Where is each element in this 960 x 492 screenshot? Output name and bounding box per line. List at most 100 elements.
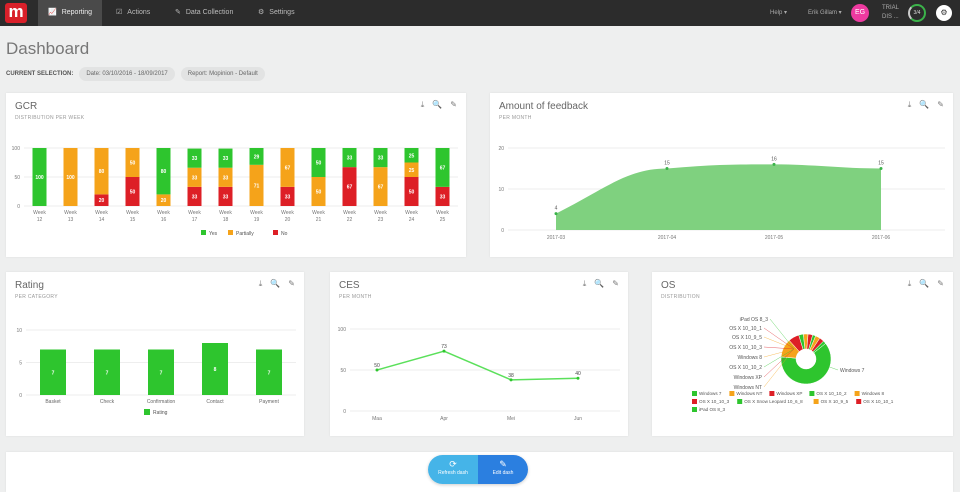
bar-segment	[125, 177, 140, 206]
help-menu[interactable]: Help ▾	[770, 10, 788, 16]
data-label: 33	[192, 156, 198, 162]
x-tick-label: Apr	[440, 416, 448, 422]
logo[interactable]: m	[5, 3, 27, 23]
legend-swatch	[856, 399, 862, 404]
avatar[interactable]: EG	[851, 4, 869, 22]
x-tick-label: 2017-05	[765, 235, 784, 241]
chart-svg: 0 10 20 4 2017-03 15 2017-04 16 2017-05 15 2017-06	[498, 146, 945, 241]
data-label: 50	[374, 363, 380, 369]
bar	[148, 349, 174, 395]
bar-segment	[218, 148, 233, 168]
download-icon[interactable]: ⤓	[582, 279, 587, 288]
y-tick-label: 0	[17, 204, 20, 210]
trial-info: TRIAL DIS ...	[882, 4, 899, 22]
nav-reporting[interactable]: 📈 Reporting	[38, 0, 103, 26]
card-tools: ⤓ 🔍 ✎	[259, 279, 295, 289]
ces-card: CES PER MONTH ⤓ 🔍 ✎ 0 50 100 50 Maa 73 Apr 38 Mei 40 Ju…	[330, 272, 628, 436]
x-tick-label: 24	[409, 217, 415, 223]
data-point	[879, 167, 883, 170]
bar-segment	[94, 148, 109, 195]
edit-icon[interactable]: ✎	[937, 100, 944, 109]
report-filter[interactable]: Report: Mopinion - Default	[180, 67, 265, 81]
card-title: Amount of feedback	[499, 101, 588, 112]
legend-label: Windows 8	[862, 391, 885, 396]
slice-label: iPad OS 8_3	[740, 317, 769, 323]
card-subtitle: PER MONTH	[499, 115, 532, 121]
date-filter[interactable]: Date: 03/10/2016 - 18/09/2017	[79, 67, 175, 81]
download-icon[interactable]: ⤓	[258, 279, 263, 288]
edit-icon[interactable]: ✎	[288, 279, 295, 288]
download-icon[interactable]: ⤓	[907, 279, 912, 288]
checkbox-icon: ☑	[116, 9, 123, 16]
legend-swatch	[809, 391, 815, 396]
data-label: 33	[223, 194, 229, 200]
leader-line	[763, 348, 795, 378]
bar-segment	[311, 177, 326, 206]
bar-segment	[373, 148, 388, 168]
bar-segment	[249, 148, 264, 165]
nav-actions[interactable]: ☑ Actions	[106, 0, 160, 26]
bar	[94, 349, 120, 395]
edit-icon[interactable]: ✎	[937, 279, 944, 288]
edit-icon[interactable]: ✎	[612, 279, 619, 288]
legend-swatch	[692, 399, 697, 404]
card-tools: ⤓ 🔍 ✎	[421, 100, 457, 110]
bar-segment	[94, 194, 109, 206]
data-label: 50	[316, 190, 322, 196]
y-tick-label: 0	[19, 393, 22, 399]
data-point	[554, 212, 558, 216]
legend-label: OS X 10_10_3	[699, 399, 730, 404]
data-label: 33	[192, 194, 198, 200]
zoom-icon[interactable]: 🔍	[919, 100, 930, 109]
bar-segment	[342, 148, 357, 168]
progress-ring[interactable]: 3/4	[908, 4, 926, 22]
y-tick-label: 20	[498, 146, 504, 152]
bar-segment	[311, 148, 326, 177]
data-label: 67	[378, 185, 384, 191]
edit-dash-button[interactable]: ✎ Edit dash	[478, 455, 528, 484]
legend-swatch	[692, 391, 697, 396]
y-tick-label: 10	[498, 187, 504, 193]
legend-label: Yes	[209, 231, 218, 237]
y-tick-label: 50	[340, 368, 346, 374]
data-label: 100	[66, 175, 75, 181]
legend-label: iPad OS 8_3	[699, 407, 725, 412]
chart-svg: Windows 7 Windows NT Windows XP OS X 10_10_…	[692, 317, 894, 412]
y-tick-label: 0	[343, 409, 346, 415]
bar-segment	[342, 167, 357, 206]
dash-actions: ⟳ Refresh dash ✎ Edit dash	[428, 455, 528, 484]
zoom-icon[interactable]: 🔍	[919, 279, 930, 288]
x-tick-label: Week	[312, 210, 325, 216]
data-label: 4	[555, 206, 558, 212]
bar-segment	[280, 186, 295, 206]
data-label: 50	[409, 190, 415, 196]
y-tick-label: 5	[19, 361, 22, 367]
zoom-icon[interactable]: 🔍	[270, 279, 281, 288]
refresh-dash-button[interactable]: ⟳ Refresh dash	[428, 455, 478, 484]
os-card: OS DISTRIBUTION ⤓ 🔍 ✎ Windows 7 Windows NT Wind…	[652, 272, 953, 436]
slice-label: OS X 10_10_1	[729, 326, 762, 332]
legend-label: Windows XP	[776, 391, 802, 396]
nav-settings[interactable]: ⚙ Settings	[248, 0, 305, 26]
data-label: 15	[664, 161, 670, 167]
legend-label: Partially	[236, 231, 254, 237]
zoom-icon[interactable]: 🔍	[594, 279, 605, 288]
bar-segment	[404, 177, 419, 206]
edit-icon[interactable]: ✎	[450, 100, 457, 109]
nav-label: Data Collection	[185, 9, 234, 16]
top-navbar: m 📈 Reporting ☑ Actions ✎ Data Collection ⚙…	[0, 0, 960, 26]
user-menu[interactable]: Erik Gillam ▾	[808, 10, 842, 16]
x-tick-label: Basket	[45, 399, 61, 405]
download-icon[interactable]: ⤓	[420, 100, 425, 109]
data-label: 50	[316, 161, 322, 167]
widget-button[interactable]: ⚙	[936, 5, 952, 21]
card-tools: ⤓ 🔍 ✎	[908, 100, 944, 110]
zoom-icon[interactable]: 🔍	[432, 100, 443, 109]
x-tick-label: Week	[250, 210, 263, 216]
download-icon[interactable]: ⤓	[907, 100, 912, 109]
nav-data-collection[interactable]: ✎ Data Collection	[165, 0, 243, 26]
card-title: GCR	[15, 101, 38, 112]
current-selection: CURRENT SELECTION: Date: 03/10/2016 - 18…	[6, 67, 265, 81]
legend-label: OS X Snow Leopard 10_6_8	[744, 399, 803, 404]
slice-label: Windows 8	[738, 355, 763, 361]
